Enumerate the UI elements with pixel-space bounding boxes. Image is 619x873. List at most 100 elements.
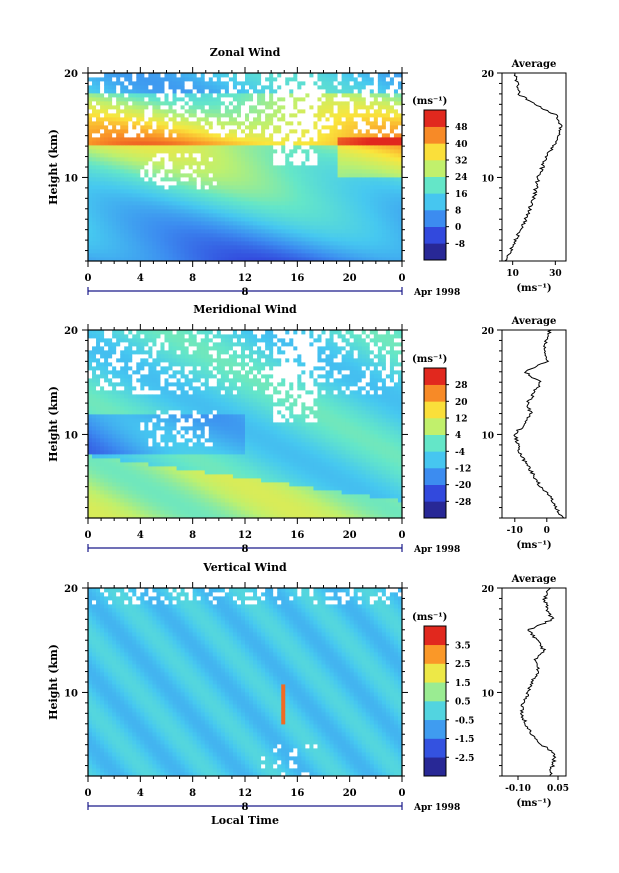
- heatmap-cell: [281, 73, 286, 78]
- heatmap-cell: [176, 382, 181, 387]
- heatmap-cell: [168, 482, 173, 487]
- heatmap-cell: [104, 85, 109, 90]
- heatmap-cell: [341, 189, 347, 194]
- heatmap-cell: [104, 217, 109, 222]
- heatmap-cell: [357, 225, 363, 230]
- heatmap-cell: [216, 209, 222, 214]
- heatmap-cell: [269, 165, 274, 170]
- heatmap-cell: [301, 229, 306, 234]
- heatmap-cell: [200, 101, 206, 106]
- heatmap-cell: [116, 85, 121, 90]
- heatmap-cell: [104, 494, 109, 499]
- heatmap-cell: [100, 382, 105, 387]
- heatmap-cell: [160, 189, 165, 194]
- heatmap-cell: [369, 205, 375, 210]
- colorbar-segment: [424, 110, 446, 127]
- heatmap-cell: [240, 141, 246, 146]
- heatmap-cell: [393, 241, 399, 246]
- heatmap-cell: [253, 121, 258, 126]
- heatmap-cell: [269, 117, 274, 122]
- heatmap-cell: [281, 157, 286, 162]
- heatmap-cell: [156, 225, 161, 230]
- heatmap-cell: [329, 201, 334, 206]
- heatmap-cell: [249, 237, 254, 242]
- heatmap-cell: [88, 394, 93, 399]
- heatmap-cell: [132, 358, 137, 363]
- heatmap-cell: [116, 498, 121, 503]
- heatmap-cell: [184, 97, 190, 102]
- heatmap-cell: [128, 342, 133, 347]
- heatmap-cell: [381, 205, 387, 210]
- heatmap-cell: [200, 189, 206, 194]
- heatmap-cell: [224, 217, 230, 222]
- heatmap-cell: [148, 342, 153, 347]
- heatmap-cell: [92, 253, 97, 258]
- heatmap-cell: [168, 153, 173, 158]
- heatmap-cell: [176, 205, 181, 210]
- heatmap-cell: [357, 245, 363, 250]
- heatmap-cell: [228, 73, 234, 78]
- heatmap-cell: [88, 169, 93, 174]
- heatmap-cell: [128, 482, 133, 487]
- heatmap-cell: [184, 245, 190, 250]
- heatmap-cell: [112, 470, 117, 475]
- heatmap-cell: [369, 121, 375, 126]
- heatmap-cell: [120, 354, 125, 359]
- heatmap-cell: [168, 229, 173, 234]
- heatmap-cell: [104, 338, 109, 343]
- heatmap-cell: [128, 386, 133, 391]
- heatmap-cell: [96, 105, 101, 110]
- heatmap-cell: [297, 205, 302, 210]
- heatmap-cell: [309, 205, 314, 210]
- heatmap-cell: [88, 422, 93, 427]
- heatmap-cell: [313, 117, 318, 122]
- heatmap-cell: [273, 105, 278, 110]
- heatmap-cell: [132, 378, 137, 383]
- heatmap-cell: [325, 249, 330, 254]
- heatmap-cell: [381, 217, 387, 222]
- heatmap-cell: [96, 402, 101, 407]
- heatmap-cell: [136, 173, 141, 178]
- heatmap-cell: [397, 193, 403, 198]
- heatmap-cell: [269, 241, 274, 246]
- heatmap-cell: [273, 129, 278, 134]
- heatmap-cell: [116, 205, 121, 210]
- heatmap-cell: [285, 245, 290, 250]
- heatmap-cell: [345, 121, 351, 126]
- heatmap-cell: [273, 209, 278, 214]
- heatmap-cell: [309, 249, 314, 254]
- heatmap-cell: [184, 257, 190, 262]
- heatmap-cell: [160, 89, 165, 94]
- heatmap-cell: [144, 101, 149, 106]
- heatmap-cell: [393, 185, 399, 190]
- heatmap-cell: [156, 382, 161, 387]
- heatmap-cell: [361, 149, 367, 154]
- heatmap-cell: [148, 442, 153, 447]
- heatmap-cell: [124, 398, 129, 403]
- heatmap-cell: [224, 85, 230, 90]
- heatmap-cell: [365, 117, 371, 122]
- heatmap-cell: [168, 189, 173, 194]
- heatmap-cell: [224, 105, 230, 110]
- heatmap-cell: [232, 193, 238, 198]
- heatmap-cell: [168, 145, 173, 150]
- heatmap-cell: [104, 81, 109, 86]
- heatmap-cell: [188, 237, 194, 242]
- heatmap-cell: [236, 201, 242, 206]
- heatmap-cell: [136, 181, 141, 186]
- heatmap-cell: [349, 237, 355, 242]
- heatmap-cell: [208, 221, 214, 226]
- heatmap-cell: [357, 85, 363, 90]
- heatmap-cell: [261, 229, 266, 234]
- heatmap-cell: [333, 157, 338, 162]
- heatmap-cell: [168, 89, 173, 94]
- heatmap-cell: [148, 482, 153, 487]
- heatmap-cell: [184, 185, 190, 190]
- heatmap-cell: [152, 446, 157, 451]
- heatmap-cell: [88, 129, 93, 134]
- heatmap-cell: [365, 209, 371, 214]
- heatmap-cell: [236, 105, 242, 110]
- heatmap-cell: [317, 209, 322, 214]
- heatmap-cell: [92, 229, 97, 234]
- heatmap-cell: [196, 205, 202, 210]
